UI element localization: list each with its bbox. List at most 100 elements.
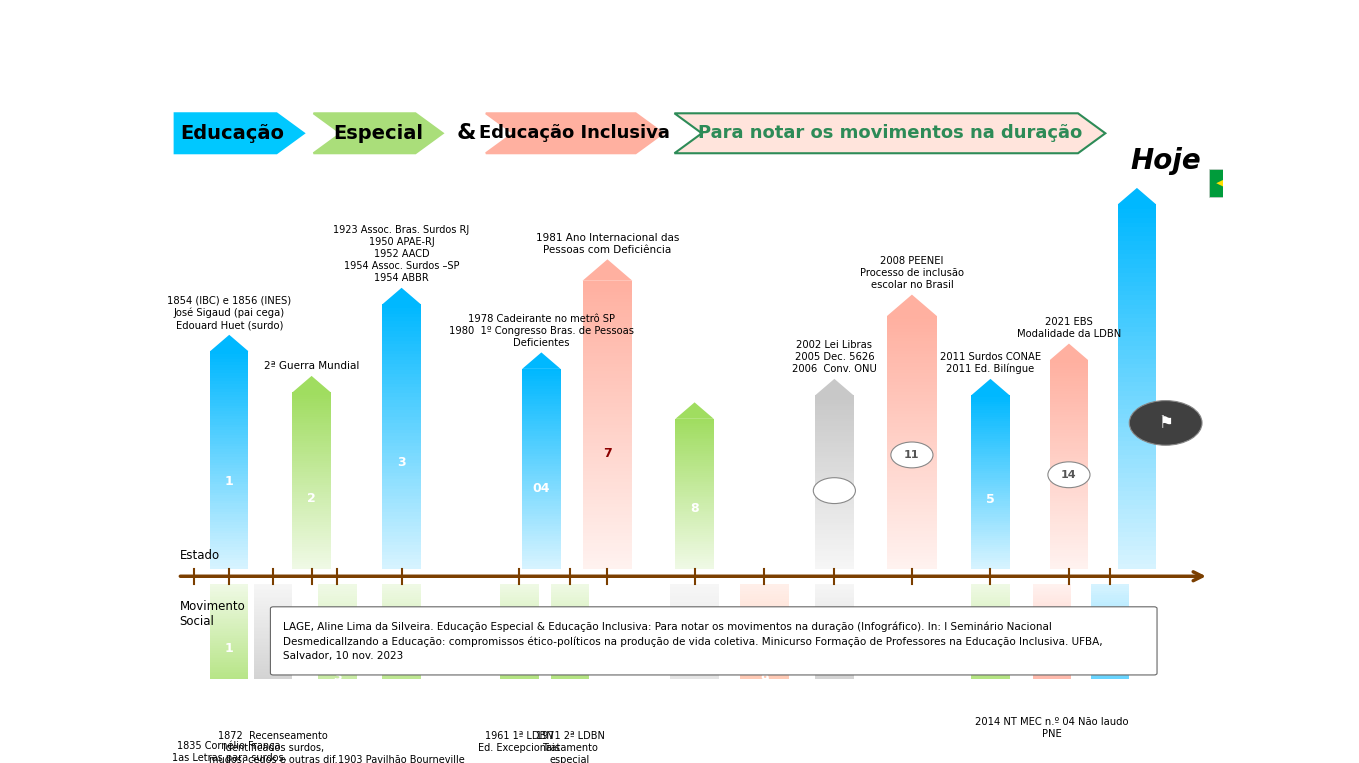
Bar [292, 404, 330, 406]
Bar [550, 591, 590, 592]
Bar [670, 608, 719, 611]
Bar [815, 430, 853, 432]
Bar [211, 687, 249, 689]
Bar [583, 533, 632, 536]
Bar [254, 585, 292, 587]
Bar [815, 636, 853, 638]
Bar [522, 491, 560, 494]
Bar [815, 610, 853, 613]
Bar [318, 604, 356, 606]
Bar [815, 525, 853, 527]
Bar [382, 513, 421, 516]
Bar [1118, 268, 1157, 272]
Bar [887, 360, 936, 363]
Bar [739, 711, 790, 713]
Bar [500, 696, 538, 697]
Bar [675, 517, 713, 518]
Bar [1091, 613, 1129, 616]
Bar [292, 430, 330, 432]
Bar [972, 508, 1010, 510]
Bar [550, 606, 590, 607]
Bar [583, 331, 632, 335]
Bar [972, 584, 1010, 585]
Text: 2: 2 [269, 638, 277, 651]
Bar [887, 458, 936, 462]
Bar [292, 399, 330, 401]
Bar [292, 542, 330, 544]
Bar [739, 594, 790, 597]
Bar [211, 495, 249, 498]
Bar [382, 711, 421, 713]
Bar [1118, 491, 1157, 496]
Text: 1835 Cornélio França
1as Letras para surdos,
mudos e cegos: 1835 Cornélio França 1as Letras para sur… [171, 740, 287, 763]
Bar [1049, 467, 1089, 469]
Bar [675, 464, 713, 465]
Bar [550, 649, 590, 650]
Bar [550, 610, 590, 613]
Bar [972, 547, 1010, 549]
Circle shape [1048, 462, 1090, 488]
Bar [522, 554, 560, 556]
Bar [522, 549, 560, 551]
Bar [972, 684, 1010, 685]
Bar [887, 316, 936, 319]
Bar [1033, 620, 1071, 622]
Bar [583, 410, 632, 414]
Bar [815, 696, 853, 697]
Bar [1091, 666, 1129, 668]
Bar [382, 324, 421, 327]
Bar [1091, 634, 1129, 636]
Bar [254, 684, 292, 685]
Bar [550, 597, 590, 598]
Bar [522, 431, 560, 434]
Bar [211, 417, 249, 419]
Bar [1118, 282, 1157, 286]
Bar [1049, 441, 1089, 443]
Circle shape [1226, 175, 1253, 192]
Bar [1033, 610, 1071, 612]
Bar [815, 534, 853, 536]
Bar [382, 354, 421, 357]
Bar [815, 426, 853, 428]
Polygon shape [550, 710, 590, 726]
Bar [292, 441, 330, 443]
Bar [500, 617, 538, 619]
Bar [972, 678, 1010, 680]
Bar [887, 430, 936, 433]
Bar [292, 476, 330, 478]
Bar [254, 691, 292, 693]
Bar [1049, 511, 1089, 513]
Bar [292, 564, 330, 566]
Bar [382, 648, 421, 649]
Bar [382, 489, 421, 493]
Bar [675, 437, 713, 439]
Bar [887, 407, 936, 410]
Bar [815, 685, 853, 687]
Bar [382, 407, 421, 410]
Bar [972, 642, 1010, 644]
Bar [972, 619, 1010, 620]
Bar [887, 449, 936, 452]
Bar [972, 447, 1010, 449]
Bar [583, 540, 632, 543]
Bar [318, 649, 356, 652]
Bar [887, 335, 936, 338]
Bar [815, 592, 853, 594]
Bar [550, 588, 590, 591]
Bar [550, 641, 590, 642]
Bar [292, 540, 330, 542]
Bar [550, 668, 590, 669]
Bar [1091, 629, 1129, 632]
Bar [382, 493, 421, 496]
Polygon shape [815, 379, 853, 395]
Bar [382, 453, 421, 456]
Bar [815, 521, 853, 523]
Bar [815, 704, 853, 706]
Bar [500, 700, 538, 702]
Bar [382, 360, 421, 364]
Bar [382, 653, 421, 655]
Bar [739, 649, 790, 652]
Bar [318, 758, 356, 761]
Bar [815, 619, 853, 620]
Bar [739, 654, 790, 656]
